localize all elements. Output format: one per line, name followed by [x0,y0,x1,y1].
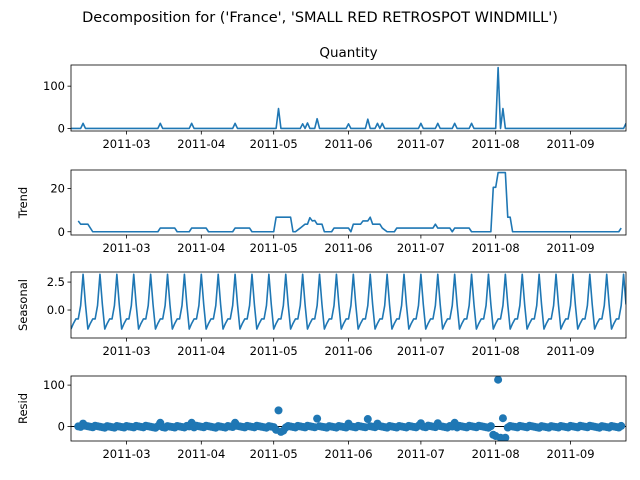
y-tick-label: 20 [50,181,65,195]
resid-point [363,415,372,424]
axes-frame [70,64,627,132]
panel-0: 2011-03 2011-04 2011-05 2011-06 2011-07 2011-… [43,45,627,151]
panel-title: Quantity [319,45,377,61]
x-tick-label: 2011-03 [102,241,150,255]
x-tick-label: 2011-03 [102,447,150,461]
x-tick-label: 2011-08 [472,241,520,255]
x-tick-label: 2011-08 [472,344,520,358]
x-tick-label: 2011-09 [546,241,594,255]
y-axis-label: Resid [16,393,30,424]
x-tick-label: 2011-05 [250,344,298,358]
axes-frame [70,375,627,442]
panel-1: 2011-03 2011-04 2011-05 2011-06 2011-07 2011-… [16,169,627,255]
resid-point [494,376,503,384]
x-tick-label: 2011-06 [324,241,372,255]
resid-point [486,422,495,431]
y-axis-label: Trend [16,187,30,219]
x-tick-label: 2011-04 [177,447,225,461]
x-tick-label: 2011-05 [250,241,298,255]
axes-frame [70,271,627,339]
x-tick-label: 2011-09 [546,137,594,151]
resid-point [313,414,322,423]
x-tick-label: 2011-07 [397,137,445,151]
y-tick-label: 2.5 [47,275,65,289]
panel-2: 2011-03 2011-04 2011-05 2011-06 2011-07 2011-… [16,271,627,358]
panel-3: 2011-03 2011-04 2011-05 2011-06 2011-07 2011-… [16,375,627,461]
x-tick-label: 2011-04 [177,137,225,151]
resid-point [501,433,510,441]
x-tick-label: 2011-03 [102,344,150,358]
x-tick-label: 2011-06 [324,447,372,461]
y-tick-label: 100 [43,79,65,93]
series-line [77,171,622,233]
x-tick-label: 2011-03 [102,137,150,151]
residual-points [74,376,626,441]
x-tick-label: 2011-04 [177,241,225,255]
x-tick-label: 2011-07 [397,344,445,358]
y-axis-label: Seasonal [16,279,30,331]
resid-point [617,421,626,430]
x-tick-label: 2011-06 [324,137,372,151]
x-tick-label: 2011-05 [250,137,298,151]
y-tick-label: 0 [58,225,65,239]
x-tick-label: 2011-05 [250,447,298,461]
x-tick-label: 2011-09 [546,447,594,461]
panels: 2011-03 2011-04 2011-05 2011-06 2011-07 2011-… [16,45,627,461]
x-tick-label: 2011-07 [397,447,445,461]
x-tick-label: 2011-08 [472,137,520,151]
y-tick-label: 100 [43,378,65,392]
x-tick-label: 2011-06 [324,344,372,358]
resid-point [274,406,283,415]
figure-suptitle: Decomposition for ('France', 'SMALL RED … [82,10,558,26]
resid-point [498,414,507,423]
series-line [71,273,626,330]
x-tick-label: 2011-09 [546,344,594,358]
series-line [71,66,626,130]
x-tick-label: 2011-08 [472,447,520,461]
x-tick-label: 2011-04 [177,344,225,358]
y-tick-label: 0 [58,121,65,135]
axes-frame [70,169,627,236]
x-tick-label: 2011-07 [397,241,445,255]
y-tick-label: 0.0 [47,303,65,317]
y-tick-label: 0 [58,420,65,434]
